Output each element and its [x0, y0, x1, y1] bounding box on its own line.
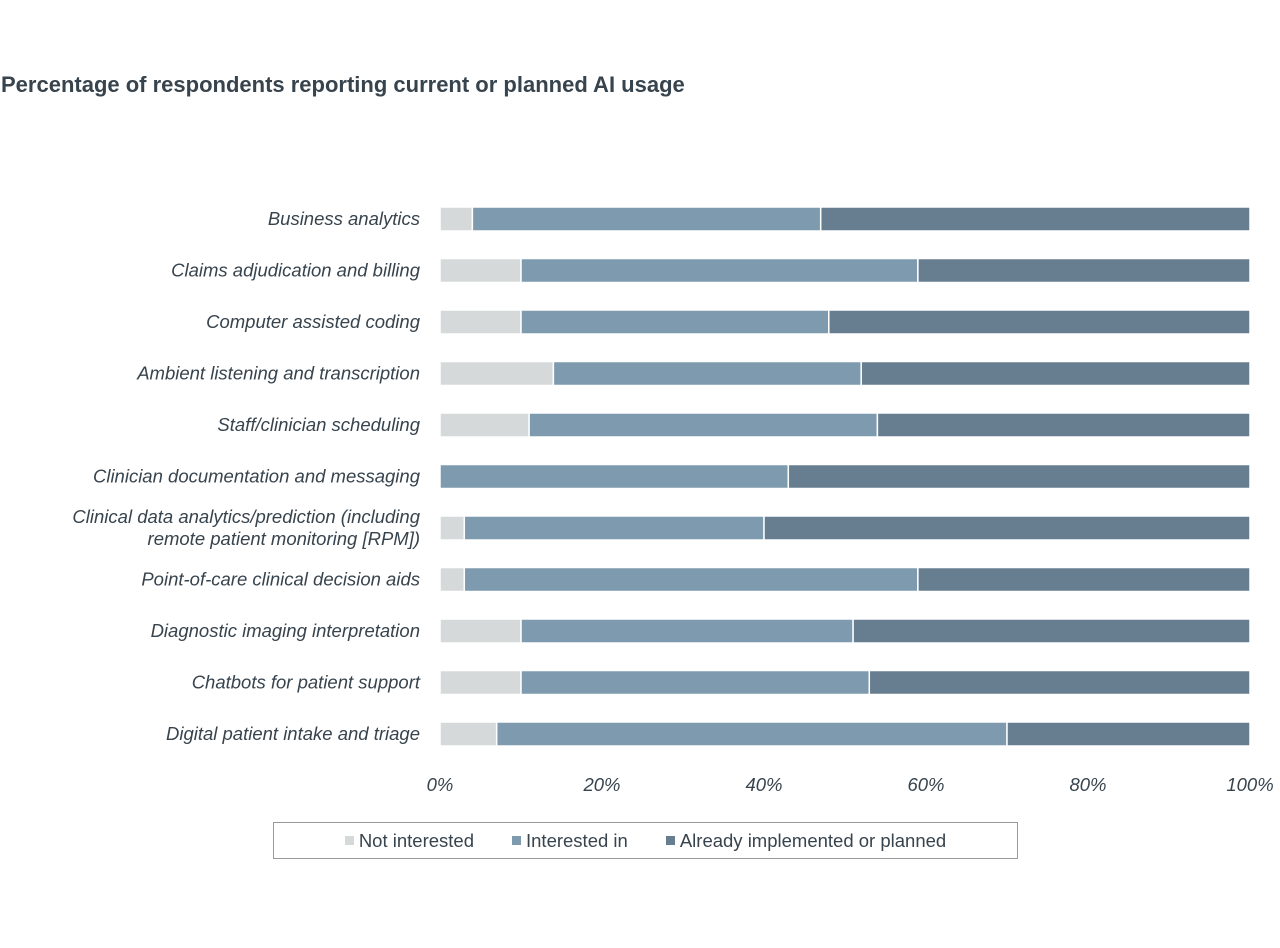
bar-segment-interested-in — [520, 669, 871, 696]
x-tick-label: 60% — [907, 774, 944, 795]
bar-segment-interested-in — [471, 206, 822, 232]
bar-segment-interested-in — [495, 721, 1008, 747]
category-label: Staff/clinician scheduling — [217, 414, 420, 435]
bar-segment-not-interested — [439, 360, 555, 387]
legend-label: Interested in — [526, 829, 628, 851]
legend-item: Not interested — [344, 829, 474, 852]
category-label: Clinical data analytics/prediction (incl… — [72, 506, 420, 549]
bar-segment-not-interested — [439, 721, 498, 747]
bar-segment-already-implemented-or-planned — [876, 412, 1251, 438]
bar-segment-not-interested — [439, 618, 522, 644]
bar-segment-not-interested — [439, 566, 466, 593]
category-label: Clinician documentation and messaging — [93, 466, 421, 487]
bar-segment-not-interested — [439, 309, 522, 335]
bar-segment-already-implemented-or-planned — [917, 566, 1251, 593]
bar-segment-already-implemented-or-planned — [917, 257, 1251, 284]
x-tick-label: 20% — [582, 774, 620, 795]
bar-segment-already-implemented-or-planned — [852, 618, 1251, 644]
bar-segment-already-implemented-or-planned — [763, 515, 1251, 541]
bar-segment-already-implemented-or-planned — [828, 309, 1251, 335]
category-label: Digital patient intake and triage — [166, 723, 420, 744]
bar-segment-interested-in — [439, 463, 790, 490]
bar-segment-interested-in — [463, 566, 919, 593]
bar-segment-already-implemented-or-planned — [819, 206, 1251, 232]
category-label: Point-of-care clinical decision aids — [141, 569, 420, 590]
category-label: Claims adjudication and billing — [171, 260, 421, 281]
x-tick-label: 0% — [427, 774, 454, 795]
bar-segment-already-implemented-or-planned — [868, 669, 1251, 696]
legend-swatch — [512, 836, 521, 845]
bar-segment-not-interested — [439, 412, 530, 438]
bar-segment-not-interested — [439, 669, 522, 696]
bar-segment-already-implemented-or-planned — [787, 463, 1251, 490]
category-label: Business analytics — [268, 208, 420, 229]
bar-segment-interested-in — [520, 309, 830, 335]
category-label: Computer assisted coding — [206, 311, 421, 332]
legend-item: Interested in — [512, 830, 628, 852]
legend-swatch — [665, 836, 675, 845]
category-label: Ambient listening and transcription — [136, 363, 420, 384]
legend: Not interested Interested in Already imple… — [273, 822, 1018, 859]
bar-segment-already-implemented-or-planned — [1006, 721, 1251, 747]
bar-segment-already-implemented-or-planned — [860, 360, 1251, 387]
legend-label: Not interested — [358, 829, 474, 851]
bar-segment-interested-in — [463, 515, 765, 541]
bar-segment-not-interested — [439, 206, 474, 232]
x-tick-label: 80% — [1069, 774, 1106, 795]
bar-segment-interested-in — [552, 360, 862, 387]
legend-item: Already implemented or planned — [665, 829, 947, 852]
x-tick-label: 40% — [745, 774, 782, 795]
legend-swatch — [344, 836, 354, 845]
x-tick-label: 100% — [1226, 774, 1273, 795]
bar-segment-not-interested — [439, 515, 466, 541]
category-label: Diagnostic imaging interpretation — [151, 620, 420, 641]
bar-segment-interested-in — [520, 618, 854, 644]
bar-segment-not-interested — [439, 257, 522, 284]
chart-title: Percentage of respondents reporting curr… — [1, 72, 685, 97]
legend-label: Already implemented or planned — [679, 829, 947, 851]
bar-segment-interested-in — [528, 412, 879, 438]
bar-segment-interested-in — [520, 257, 919, 284]
category-label: Chatbots for patient support — [192, 672, 421, 693]
